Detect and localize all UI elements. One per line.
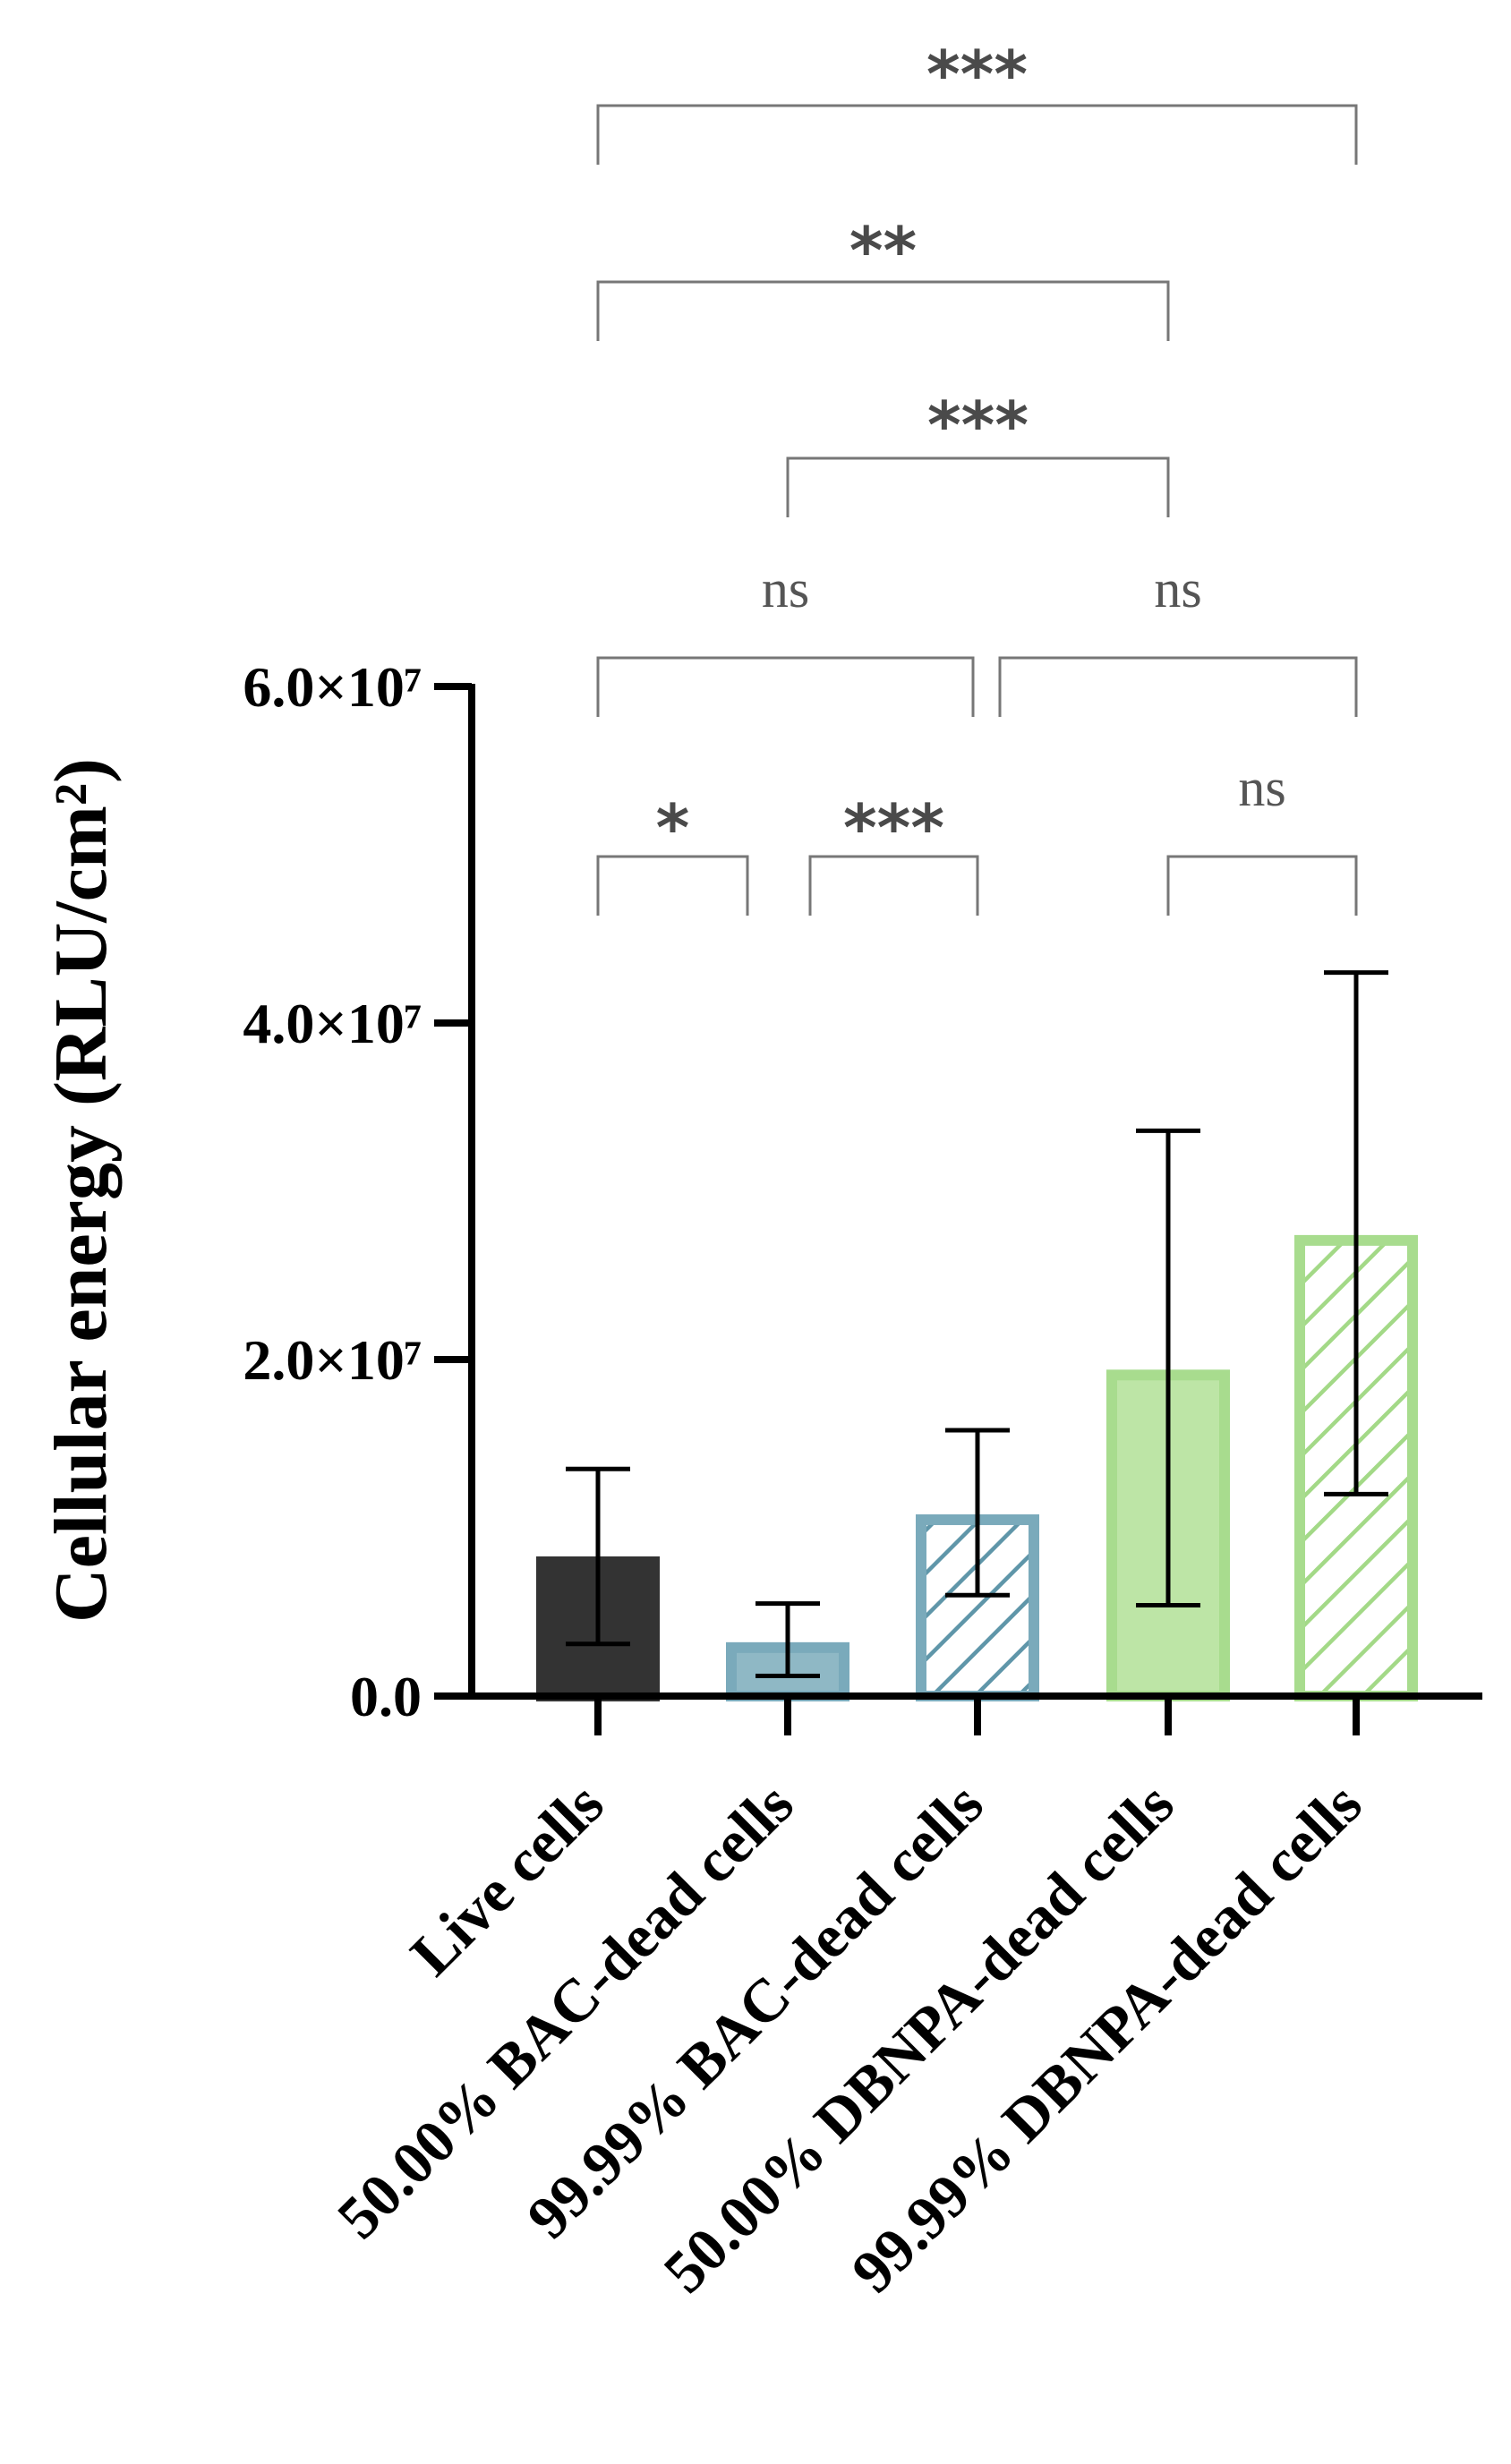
significance-label-1: * — [656, 790, 690, 865]
significance-bracket-5 — [998, 656, 1358, 717]
y-axis-label: Cellular energy (RLU/cm²) — [39, 758, 123, 1623]
error-bars-layer — [566, 970, 1388, 1678]
significance-bracket-1 — [596, 855, 749, 916]
significance-label-6: *** — [927, 388, 1029, 463]
significance-label-8: *** — [926, 37, 1028, 112]
significance-bracket-3 — [1166, 855, 1358, 916]
significance-bracket-8 — [596, 104, 1358, 165]
significance-bracket-2 — [808, 855, 979, 916]
significance-bracket-4 — [596, 656, 975, 717]
y-tick-label-2: 2.0×10⁷ — [243, 1328, 422, 1392]
y-tick-label-1: 0.0 — [350, 1665, 422, 1728]
significance-label-3: ns — [1238, 758, 1285, 817]
significance-label-2: *** — [843, 790, 944, 865]
y-tick-label-3: 4.0×10⁷ — [243, 992, 422, 1055]
y-tick-label-4: 6.0×10⁷ — [243, 655, 422, 719]
significance-bracket-7 — [596, 280, 1170, 341]
significance-bracket-6 — [786, 456, 1170, 517]
significance-label-5: ns — [1154, 559, 1201, 618]
significance-label-4: ns — [762, 559, 809, 618]
significance-label-7: ** — [849, 213, 917, 288]
